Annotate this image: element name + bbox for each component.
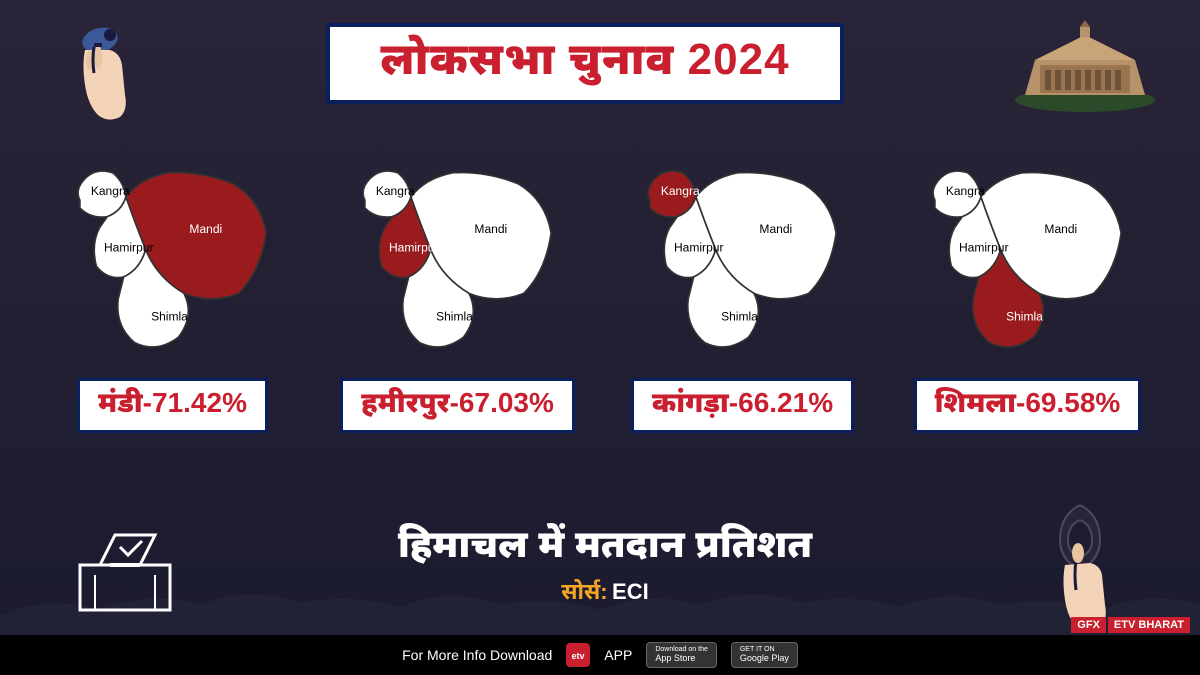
svg-text:etv: etv	[572, 651, 585, 661]
app-text: APP	[604, 647, 632, 663]
svg-text:Kangra: Kangra	[660, 184, 699, 198]
footer-center: हिमाचल में मतदान प्रतिशत सोर्स: ECI	[398, 523, 812, 608]
svg-text:Hamirpur: Hamirpur	[959, 241, 1008, 255]
title-banner: लोकसभा चुनाव 2024	[326, 23, 843, 104]
etv-logo-icon: etv	[566, 643, 590, 667]
gfx-label: GFX	[1071, 617, 1106, 633]
svg-text:Shimla: Shimla	[151, 310, 188, 324]
map-caption: मंडी-71.42%	[98, 387, 247, 424]
svg-text:Mandi: Mandi	[474, 222, 507, 236]
svg-text:Mandi: Mandi	[189, 222, 222, 236]
map-caption: शिमला-69.58%	[935, 387, 1121, 424]
svg-text:Shimla: Shimla	[721, 310, 758, 324]
ballot-box-icon	[60, 515, 190, 615]
bottom-download-bar: For More Info Download etv APP Download …	[0, 635, 1200, 675]
svg-text:Kangra: Kangra	[375, 184, 414, 198]
download-text: For More Info Download	[402, 647, 552, 663]
footer-section: हिमाचल में मतदान प्रतिशत सोर्स: ECI	[0, 495, 1200, 635]
map-caption-box: कांगड़ा-66.21%	[631, 378, 854, 433]
vote-mark-icon	[1020, 495, 1140, 635]
map-card-kangra: Kangra Mandi Hamirpur Shimla कांगड़ा-66.21%	[613, 140, 873, 433]
playstore-badge[interactable]: GET IT ON Google Play	[731, 642, 798, 668]
svg-text:Hamirpur: Hamirpur	[104, 241, 153, 255]
map-caption: हमीरपुर-67.03%	[361, 387, 554, 424]
map-caption-box: हमीरपुर-67.03%	[340, 378, 575, 433]
svg-text:Kangra: Kangra	[90, 184, 129, 198]
source-label: सोर्स:	[561, 579, 607, 604]
svg-text:Mandi: Mandi	[759, 222, 792, 236]
svg-text:Mandi: Mandi	[1044, 222, 1077, 236]
svg-text:Hamirpur: Hamirpur	[674, 241, 723, 255]
gfx-brand-tag: GFX ETV BHARAT	[1071, 617, 1190, 633]
svg-text:Shimla: Shimla	[436, 310, 473, 324]
svg-text:Shimla: Shimla	[1006, 310, 1043, 324]
subtitle: हिमाचल में मतदान प्रतिशत	[398, 523, 812, 573]
page-title: लोकसभा चुनाव 2024	[380, 35, 789, 92]
appstore-badge[interactable]: Download on the App Store	[646, 642, 717, 668]
map-caption-box: मंडी-71.42%	[77, 378, 268, 433]
maps-row: Kangra Mandi Hamirpur Shimla मंडी-71.42% Ka…	[0, 140, 1200, 433]
source-value: ECI	[612, 579, 649, 604]
map-card-hamirpur: Kangra Mandi Hamirpur Shimla हमीरपुर-67.03%	[328, 140, 588, 433]
map-caption-box: शिमला-69.58%	[914, 378, 1142, 433]
svg-text:Hamirpur: Hamirpur	[389, 241, 438, 255]
map-card-mandi: Kangra Mandi Hamirpur Shimla मंडी-71.42%	[43, 140, 303, 433]
voting-finger-icon	[40, 15, 160, 135]
source-line: सोर्स: ECI	[398, 579, 812, 608]
map-caption: कांगड़ा-66.21%	[652, 387, 833, 424]
brand-label: ETV BHARAT	[1108, 617, 1190, 633]
header-row: लोकसभा चुनाव 2024	[0, 0, 1200, 135]
parliament-icon	[1010, 15, 1160, 115]
svg-text:Kangra: Kangra	[945, 184, 984, 198]
map-card-shimla: Kangra Mandi Hamirpur Shimla शिमला-69.58%	[898, 140, 1158, 433]
